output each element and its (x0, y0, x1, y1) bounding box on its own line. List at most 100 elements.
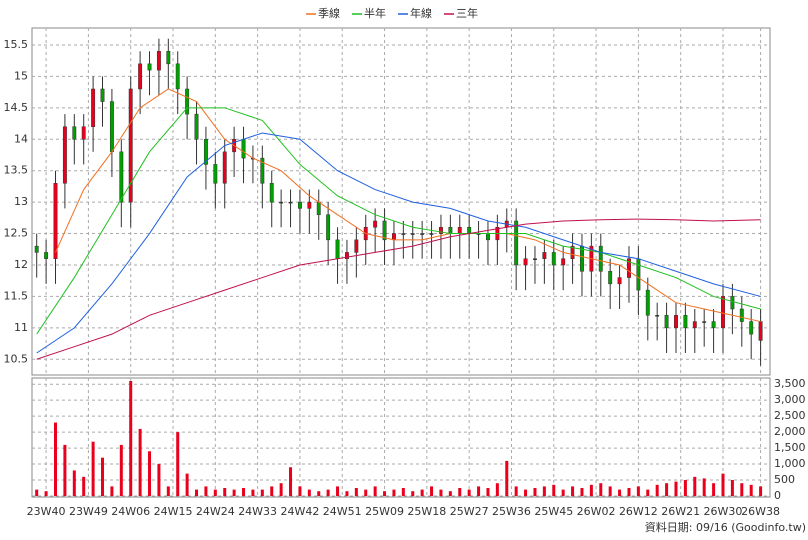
legend-label: 季線 (318, 6, 340, 20)
volume-bar (448, 491, 452, 496)
candle-body (608, 271, 613, 285)
volume-bar (712, 483, 716, 496)
candle-body (758, 321, 763, 341)
volume-tick-label: 3,000 (774, 393, 806, 406)
volume-bar (317, 491, 321, 496)
volume-bar (119, 444, 123, 496)
volume-bar (242, 488, 246, 496)
volume-bar (674, 481, 678, 496)
volume-bar (279, 483, 283, 496)
candle-body (711, 321, 716, 329)
candle-body (598, 245, 603, 272)
volume-bar (35, 489, 39, 496)
volume-bar (655, 484, 659, 496)
volume-bar (101, 457, 105, 496)
volume-bar (326, 489, 330, 496)
volume-bar (599, 483, 603, 496)
volume-bar (195, 489, 199, 496)
ma-line (36, 132, 761, 354)
candle-body (664, 315, 669, 329)
candle-body (34, 245, 39, 253)
x-tick-label: 26W30 (704, 505, 743, 518)
volume-bar (204, 486, 208, 496)
candle-body (91, 88, 96, 127)
volume-bar (495, 483, 499, 496)
volume-bar (552, 484, 556, 496)
volume-bar (561, 489, 565, 496)
volume-bar (430, 486, 434, 496)
candle-body (420, 233, 425, 235)
candle-body (44, 252, 49, 259)
volume-tick-label: 3,500 (774, 377, 806, 390)
candle-body (373, 220, 378, 228)
volume-bar (213, 489, 217, 496)
volume-bar (693, 476, 697, 496)
volume-bar (420, 489, 424, 496)
volume-bar (401, 488, 405, 496)
volume-bar (740, 483, 744, 496)
x-tick-label: 24W24 (196, 505, 235, 518)
candle-body (457, 227, 462, 234)
x-tick-label: 24W33 (238, 505, 277, 518)
volume-bar (571, 486, 575, 496)
volume-bar (185, 473, 189, 496)
volume-bar (63, 444, 67, 496)
candle-body (175, 63, 180, 90)
volume-tick-label: 500 (774, 473, 795, 486)
volume-bar (608, 486, 612, 496)
volume-bar (589, 484, 593, 496)
volume-bar (166, 486, 170, 496)
y-tick-label: 15 (14, 69, 28, 82)
x-tick-label: 26W02 (577, 505, 616, 518)
volume-bar (91, 441, 95, 496)
candle-body (53, 183, 58, 259)
volume-bar (627, 488, 631, 496)
volume-tick-label: 2,500 (774, 409, 806, 422)
candle-body (138, 63, 143, 90)
candle-body (627, 258, 631, 278)
x-tick-label: 25W36 (492, 505, 531, 518)
x-tick-label: 24W42 (280, 505, 319, 518)
volume-bar (232, 489, 236, 496)
volume-tick-label: 1,500 (774, 441, 806, 454)
volume-bar (683, 480, 687, 496)
candle-body (147, 63, 152, 71)
x-tick-label: 26W21 (661, 505, 700, 518)
volume-tick-label: 1,000 (774, 457, 806, 470)
x-tick-label: 26W12 (619, 505, 658, 518)
candle-body (636, 258, 641, 291)
volume-bar (542, 486, 546, 496)
volume-bar (336, 486, 340, 496)
candle-body (62, 126, 67, 184)
candle-body (203, 139, 208, 165)
volume-bar (251, 489, 255, 496)
candle-body (551, 252, 556, 266)
volume-bar (82, 476, 86, 496)
legend-label: 三年 (456, 6, 478, 20)
candle-body (297, 201, 302, 209)
candle-body (213, 164, 218, 184)
candle-body (185, 88, 190, 115)
ma-line (36, 218, 761, 360)
volume-bar (148, 451, 152, 496)
volume-bar (110, 486, 114, 496)
candle-body (391, 233, 396, 241)
volume-bar (759, 486, 763, 496)
candle-body (128, 88, 133, 203)
volume-bar (580, 488, 584, 496)
y-tick-label: 11.5 (4, 289, 29, 302)
y-tick-label: 13.5 (4, 164, 29, 177)
volume-bar (636, 486, 640, 496)
candle-body (429, 233, 434, 235)
candle-body (514, 220, 519, 266)
candle-body (194, 113, 199, 140)
candle-body (316, 201, 321, 215)
volume-bar (730, 480, 734, 496)
volume-bar (223, 488, 227, 496)
candle-body (692, 321, 697, 329)
candle-body (721, 296, 725, 329)
volume-bar (665, 483, 669, 496)
volume-bar (157, 464, 161, 496)
volume-bar (44, 491, 48, 496)
